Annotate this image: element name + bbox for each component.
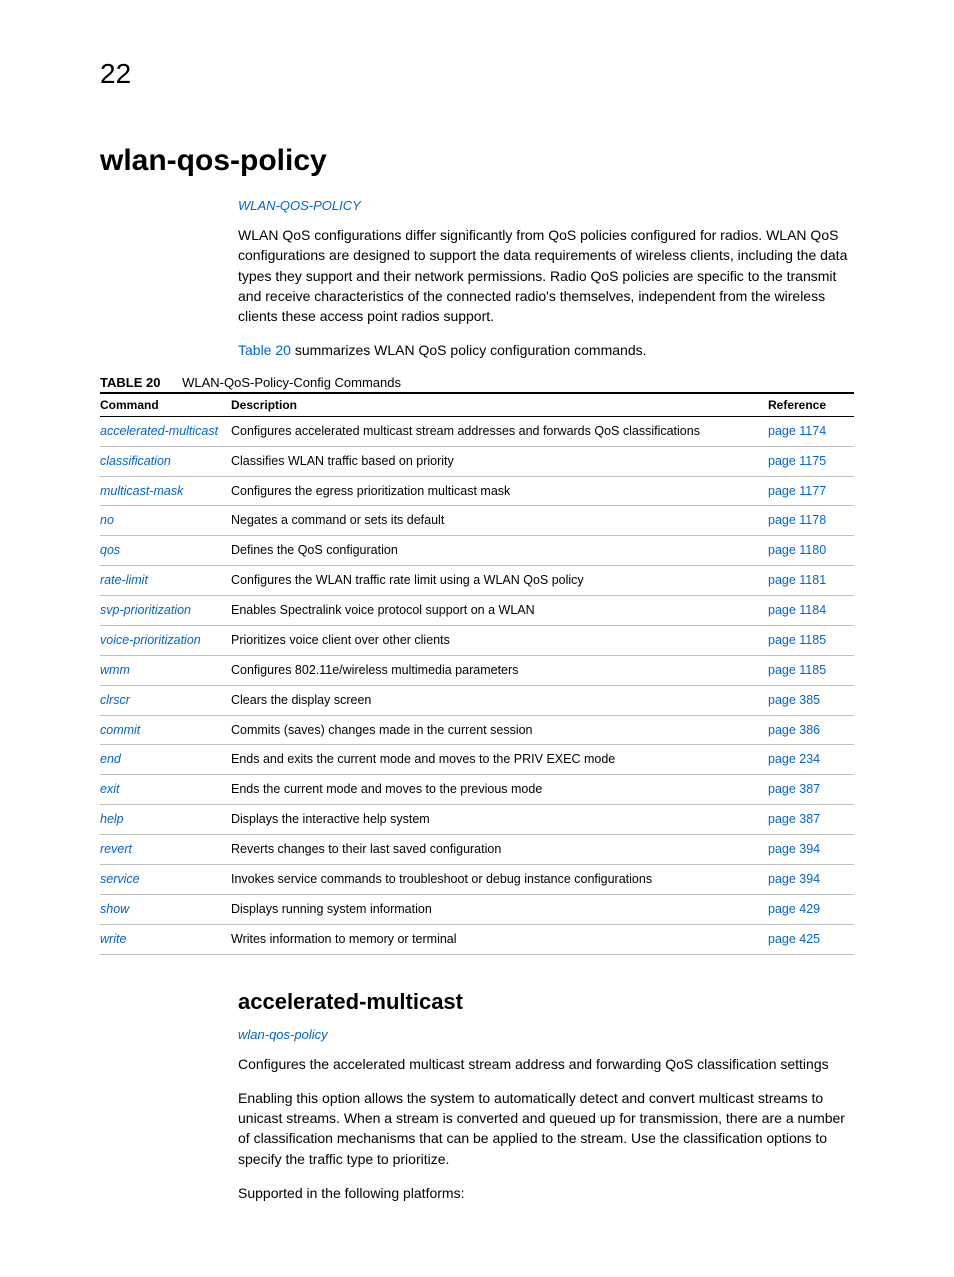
command-description: Configures accelerated multicast stream …	[231, 416, 768, 446]
command-link[interactable]: exit	[100, 782, 119, 796]
table-row: clrscr Clears the display screenpage 385	[100, 685, 854, 715]
commands-table: Command Description Reference accelerate…	[100, 392, 854, 955]
page-number: 22	[100, 58, 854, 90]
reference-link[interactable]: page 394	[768, 842, 820, 856]
reference-link[interactable]: page 1185	[768, 633, 826, 647]
intro-block: WLAN-QOS-POLICY WLAN QoS configurations …	[238, 198, 854, 361]
sub-section-title: accelerated-multicast	[238, 989, 854, 1015]
command-link[interactable]: commit	[100, 723, 140, 737]
command-link[interactable]: classification	[100, 454, 171, 468]
command-link[interactable]: svp-prioritization	[100, 603, 191, 617]
command-link[interactable]: accelerated-multicast	[100, 424, 218, 438]
command-link[interactable]: no	[100, 513, 114, 527]
command-link[interactable]: wmm	[100, 663, 130, 677]
command-link[interactable]: end	[100, 752, 121, 766]
command-link[interactable]: service	[100, 872, 140, 886]
table-row: end Ends and exits the current mode and m…	[100, 745, 854, 775]
command-description: Commits (saves) changes made in the curr…	[231, 715, 768, 745]
table-row: revert Reverts changes to their last save…	[100, 835, 854, 865]
command-link[interactable]: write	[100, 932, 126, 946]
command-description: Ends the current mode and moves to the p…	[231, 775, 768, 805]
header-description: Description	[231, 393, 768, 417]
command-link[interactable]: multicast-mask	[100, 484, 183, 498]
sub-para-3: Supported in the following platforms:	[238, 1183, 854, 1203]
table-row: no Negates a command or sets its defaultp…	[100, 506, 854, 536]
command-description: Configures the egress prioritization mul…	[231, 476, 768, 506]
table-row: classification Classifies WLAN traffic ba…	[100, 446, 854, 476]
section-link-upper[interactable]: WLAN-QOS-POLICY	[238, 198, 854, 213]
command-link[interactable]: qos	[100, 543, 120, 557]
command-description: Classifies WLAN traffic based on priorit…	[231, 446, 768, 476]
reference-link[interactable]: page 1181	[768, 573, 826, 587]
command-description: Negates a command or sets its default	[231, 506, 768, 536]
reference-link[interactable]: page 1180	[768, 543, 826, 557]
table-header-row: Command Description Reference	[100, 393, 854, 417]
table-row: svp-prioritization Enables Spectralink vo…	[100, 596, 854, 626]
table-row: exit Ends the current mode and moves to t…	[100, 775, 854, 805]
table-row: service Invokes service commands to troub…	[100, 864, 854, 894]
command-link[interactable]: clrscr	[100, 693, 130, 707]
reference-link[interactable]: page 1184	[768, 603, 826, 617]
intro-paragraph: WLAN QoS configurations differ significa…	[238, 225, 854, 326]
sub-para-2: Enabling this option allows the system t…	[238, 1088, 854, 1169]
reference-link[interactable]: page 387	[768, 812, 820, 826]
table-caption-text: WLAN-QoS-Policy-Config Commands	[182, 375, 401, 390]
command-description: Clears the display screen	[231, 685, 768, 715]
table-row: help Displays the interactive help system…	[100, 805, 854, 835]
command-link[interactable]: revert	[100, 842, 132, 856]
command-description: Defines the QoS configuration	[231, 536, 768, 566]
command-description: Enables Spectralink voice protocol suppo…	[231, 596, 768, 626]
table-row: accelerated-multicast Configures accelera…	[100, 416, 854, 446]
reference-link[interactable]: page 1178	[768, 513, 826, 527]
table-row: rate-limit Configures the WLAN traffic ra…	[100, 566, 854, 596]
command-description: Configures 802.11e/wireless multimedia p…	[231, 655, 768, 685]
command-description: Displays running system information	[231, 894, 768, 924]
command-link[interactable]: voice-prioritization	[100, 633, 201, 647]
reference-link[interactable]: page 394	[768, 872, 820, 886]
table-ref-link[interactable]: Table 20	[238, 342, 291, 358]
table-caption: TABLE 20 WLAN-QoS-Policy-Config Commands	[100, 375, 854, 390]
header-command: Command	[100, 393, 231, 417]
reference-link[interactable]: page 429	[768, 902, 820, 916]
command-description: Reverts changes to their last saved conf…	[231, 835, 768, 865]
page-title: wlan-qos-policy	[100, 144, 854, 178]
sub-section-link[interactable]: wlan-qos-policy	[238, 1027, 854, 1042]
command-description: Invokes service commands to troubleshoot…	[231, 864, 768, 894]
command-description: Writes information to memory or terminal	[231, 924, 768, 954]
header-reference: Reference	[768, 393, 854, 417]
table-row: show Displays running system informationp…	[100, 894, 854, 924]
command-description: Displays the interactive help system	[231, 805, 768, 835]
summary-suffix: summarizes WLAN QoS policy configuration…	[291, 342, 647, 358]
reference-link[interactable]: page 234	[768, 752, 820, 766]
summary-line: Table 20 summarizes WLAN QoS policy conf…	[238, 340, 854, 360]
table-row: multicast-mask Configures the egress prio…	[100, 476, 854, 506]
reference-link[interactable]: page 425	[768, 932, 820, 946]
page-container: 22 wlan-qos-policy WLAN-QOS-POLICY WLAN …	[0, 0, 954, 1277]
sub-para-1: Configures the accelerated multicast str…	[238, 1054, 854, 1074]
command-link[interactable]: help	[100, 812, 124, 826]
table-caption-label: TABLE 20	[100, 375, 160, 390]
reference-link[interactable]: page 386	[768, 723, 820, 737]
command-link[interactable]: show	[100, 902, 129, 916]
table-row: qos Defines the QoS configurationpage 118…	[100, 536, 854, 566]
command-description: Configures the WLAN traffic rate limit u…	[231, 566, 768, 596]
table-row: wmm Configures 802.11e/wireless multimedi…	[100, 655, 854, 685]
table-row: write Writes information to memory or ter…	[100, 924, 854, 954]
command-description: Prioritizes voice client over other clie…	[231, 625, 768, 655]
reference-link[interactable]: page 385	[768, 693, 820, 707]
sub-section-block: accelerated-multicast wlan-qos-policy Co…	[238, 989, 854, 1204]
reference-link[interactable]: page 1174	[768, 424, 826, 438]
table-row: commit Commits (saves) changes made in th…	[100, 715, 854, 745]
command-description: Ends and exits the current mode and move…	[231, 745, 768, 775]
reference-link[interactable]: page 1177	[768, 484, 826, 498]
reference-link[interactable]: page 387	[768, 782, 820, 796]
reference-link[interactable]: page 1185	[768, 663, 826, 677]
reference-link[interactable]: page 1175	[768, 454, 826, 468]
command-link[interactable]: rate-limit	[100, 573, 148, 587]
table-row: voice-prioritization Prioritizes voice cl…	[100, 625, 854, 655]
